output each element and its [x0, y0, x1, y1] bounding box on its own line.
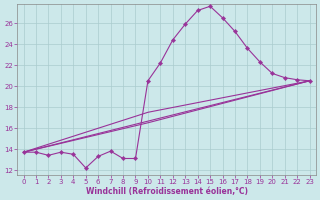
X-axis label: Windchill (Refroidissement éolien,°C): Windchill (Refroidissement éolien,°C): [85, 187, 248, 196]
